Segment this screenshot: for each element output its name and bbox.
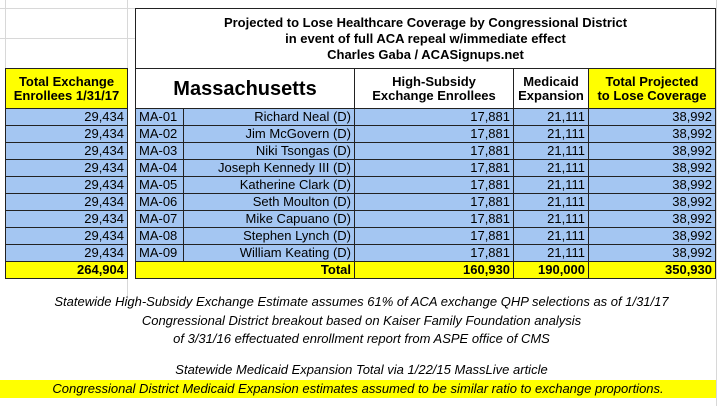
district-cell: MA-04 <box>135 159 184 177</box>
district-cell: MA-08 <box>135 227 184 245</box>
representative-cell: Katherine Clark (D) <box>183 176 355 194</box>
header-total: Total Projected to Lose Coverage <box>588 68 716 109</box>
total-cell: 38,992 <box>588 193 716 211</box>
representative-cell: Jim McGovern (D) <box>183 125 355 143</box>
enrollees-cell: 29,434 <box>5 142 128 160</box>
header-medicaid-line: Expansion <box>518 87 584 103</box>
total-total: 350,930 <box>588 261 716 279</box>
enrollees-cell: 29,434 <box>5 244 128 262</box>
total-medicaid: 190,000 <box>513 261 589 279</box>
medicaid-cell: 21,111 <box>513 159 589 177</box>
district-cell: MA-01 <box>135 108 184 126</box>
title-line: Projected to Lose Healthcare Coverage by… <box>223 14 628 30</box>
header-subsidy-line: Exchange Enrollees <box>372 87 496 103</box>
total-cell: 38,992 <box>588 176 716 194</box>
subsidy-cell: 17,881 <box>354 159 514 177</box>
medicaid-cell: 21,111 <box>513 142 589 160</box>
subsidy-cell: 17,881 <box>354 176 514 194</box>
note: Congressional District breakout based on… <box>141 313 582 328</box>
grid-line <box>0 38 135 39</box>
header-medicaid: Medicaid Expansion <box>513 68 589 109</box>
total-subsidy: 160,930 <box>354 261 514 279</box>
district-cell: MA-03 <box>135 142 184 160</box>
subsidy-cell: 17,881 <box>354 244 514 262</box>
subsidy-cell: 17,881 <box>354 193 514 211</box>
representative-cell: Stephen Lynch (D) <box>183 227 355 245</box>
grid-line <box>716 0 717 406</box>
note: Statewide Medicaid Expansion Total via 1… <box>175 362 548 377</box>
enrollees-cell: 29,434 <box>5 159 128 177</box>
total-cell: 38,992 <box>588 227 716 245</box>
total-cell: 38,992 <box>588 125 716 143</box>
enrollees-cell: 29,434 <box>5 108 128 126</box>
medicaid-cell: 21,111 <box>513 210 589 228</box>
header-medicaid-line: Medicaid <box>523 73 579 89</box>
district-cell: MA-02 <box>135 125 184 143</box>
district-cell: MA-07 <box>135 210 184 228</box>
enrollees-cell: 29,434 <box>5 125 128 143</box>
subsidy-cell: 17,881 <box>354 210 514 228</box>
representative-cell: Niki Tsongas (D) <box>183 142 355 160</box>
subsidy-cell: 17,881 <box>354 142 514 160</box>
note: of 3/31/16 effectuated enrollment report… <box>173 331 550 346</box>
title-line: in event of full ACA repeal w/immediate … <box>285 30 566 46</box>
subsidy-cell: 17,881 <box>354 227 514 245</box>
note: Statewide High-Subsidy Exchange Estimate… <box>54 294 669 309</box>
enrollees-cell: 29,434 <box>5 193 128 211</box>
medicaid-cell: 21,111 <box>513 125 589 143</box>
subsidy-cell: 17,881 <box>354 108 514 126</box>
representative-cell: Richard Neal (D) <box>183 108 355 126</box>
header-total-line: Total Projected <box>605 73 699 89</box>
total-label: Total <box>135 261 355 279</box>
total-cell: 38,992 <box>588 142 716 160</box>
grid-line <box>5 0 6 70</box>
total-enrollees: 264,904 <box>5 261 128 279</box>
header-state: Massachusetts <box>135 68 355 109</box>
medicaid-cell: 21,111 <box>513 176 589 194</box>
header-enrollees-line: Enrollees 1/31/17 <box>13 87 120 103</box>
representative-cell: Mike Capuano (D) <box>183 210 355 228</box>
title-line: Charles Gaba / ACASignups.net <box>327 46 524 62</box>
medicaid-cell: 21,111 <box>513 108 589 126</box>
header-subsidy: High-Subsidy Exchange Enrollees <box>354 68 514 109</box>
representative-cell: Joseph Kennedy III (D) <box>183 159 355 177</box>
note: Congressional District Medicaid Expansio… <box>0 380 716 398</box>
grid-line <box>0 8 135 9</box>
district-cell: MA-09 <box>135 244 184 262</box>
medicaid-cell: 21,111 <box>513 193 589 211</box>
enrollees-cell: 29,434 <box>5 176 128 194</box>
subsidy-cell: 17,881 <box>354 125 514 143</box>
enrollees-cell: 29,434 <box>5 210 128 228</box>
header-enrollees: Total Exchange Enrollees 1/31/17 <box>5 68 128 109</box>
header-enrollees-line: Total Exchange <box>18 73 115 89</box>
district-cell: MA-06 <box>135 193 184 211</box>
representative-cell: Seth Moulton (D) <box>183 193 355 211</box>
total-cell: 38,992 <box>588 244 716 262</box>
enrollees-cell: 29,434 <box>5 227 128 245</box>
header-total-line: to Lose Coverage <box>597 87 707 103</box>
total-cell: 38,992 <box>588 210 716 228</box>
district-cell: MA-05 <box>135 176 184 194</box>
header-subsidy-line: High-Subsidy <box>392 73 476 89</box>
representative-cell: William Keating (D) <box>183 244 355 262</box>
total-cell: 38,992 <box>588 159 716 177</box>
title-box: Projected to Lose Healthcare Coverage by… <box>135 8 716 69</box>
medicaid-cell: 21,111 <box>513 244 589 262</box>
total-cell: 38,992 <box>588 108 716 126</box>
medicaid-cell: 21,111 <box>513 227 589 245</box>
